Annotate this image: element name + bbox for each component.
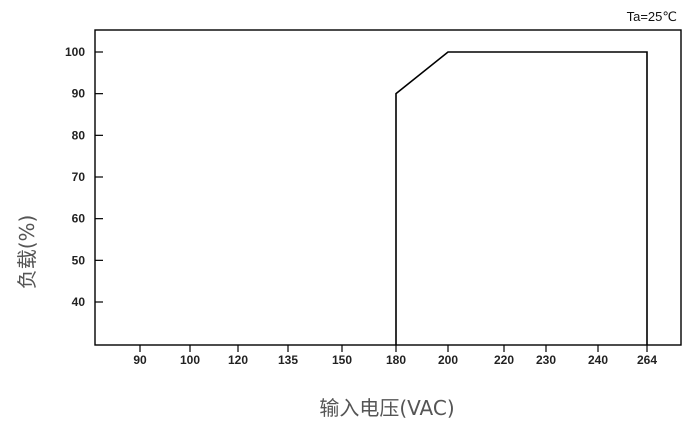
x-tick-label: 135	[278, 353, 298, 367]
x-tick-label: 100	[180, 353, 200, 367]
y-tick-label: 40	[72, 295, 86, 309]
y-tick-label: 90	[72, 87, 86, 101]
y-tick-label: 100	[65, 45, 85, 59]
x-tick-label: 230	[536, 353, 556, 367]
y-tick-label: 70	[72, 170, 86, 184]
y-axis: 40 50 60 70 80 90 100	[65, 45, 103, 309]
annotation-text: Ta=25℃	[627, 9, 677, 24]
x-tick-label: 180	[386, 353, 406, 367]
y-tick-label: 60	[72, 212, 86, 226]
plot-frame	[95, 30, 681, 345]
x-tick-label: 150	[332, 353, 352, 367]
x-axis-title: 输入电压(VAC)	[319, 396, 454, 420]
x-tick-label: 220	[494, 353, 514, 367]
x-tick-label: 240	[588, 353, 608, 367]
x-tick-label: 264	[637, 353, 657, 367]
y-tick-label: 50	[72, 253, 86, 267]
y-axis-title: 负载(%)	[15, 215, 39, 290]
y-tick-label: 80	[72, 128, 86, 142]
x-tick-label: 200	[438, 353, 458, 367]
x-axis: 90 100 120 135 150 180 200 220 230 240 264	[133, 345, 657, 367]
series	[396, 52, 647, 345]
x-tick-label: 120	[228, 353, 248, 367]
x-tick-label: 90	[133, 353, 147, 367]
series-line	[396, 52, 647, 345]
